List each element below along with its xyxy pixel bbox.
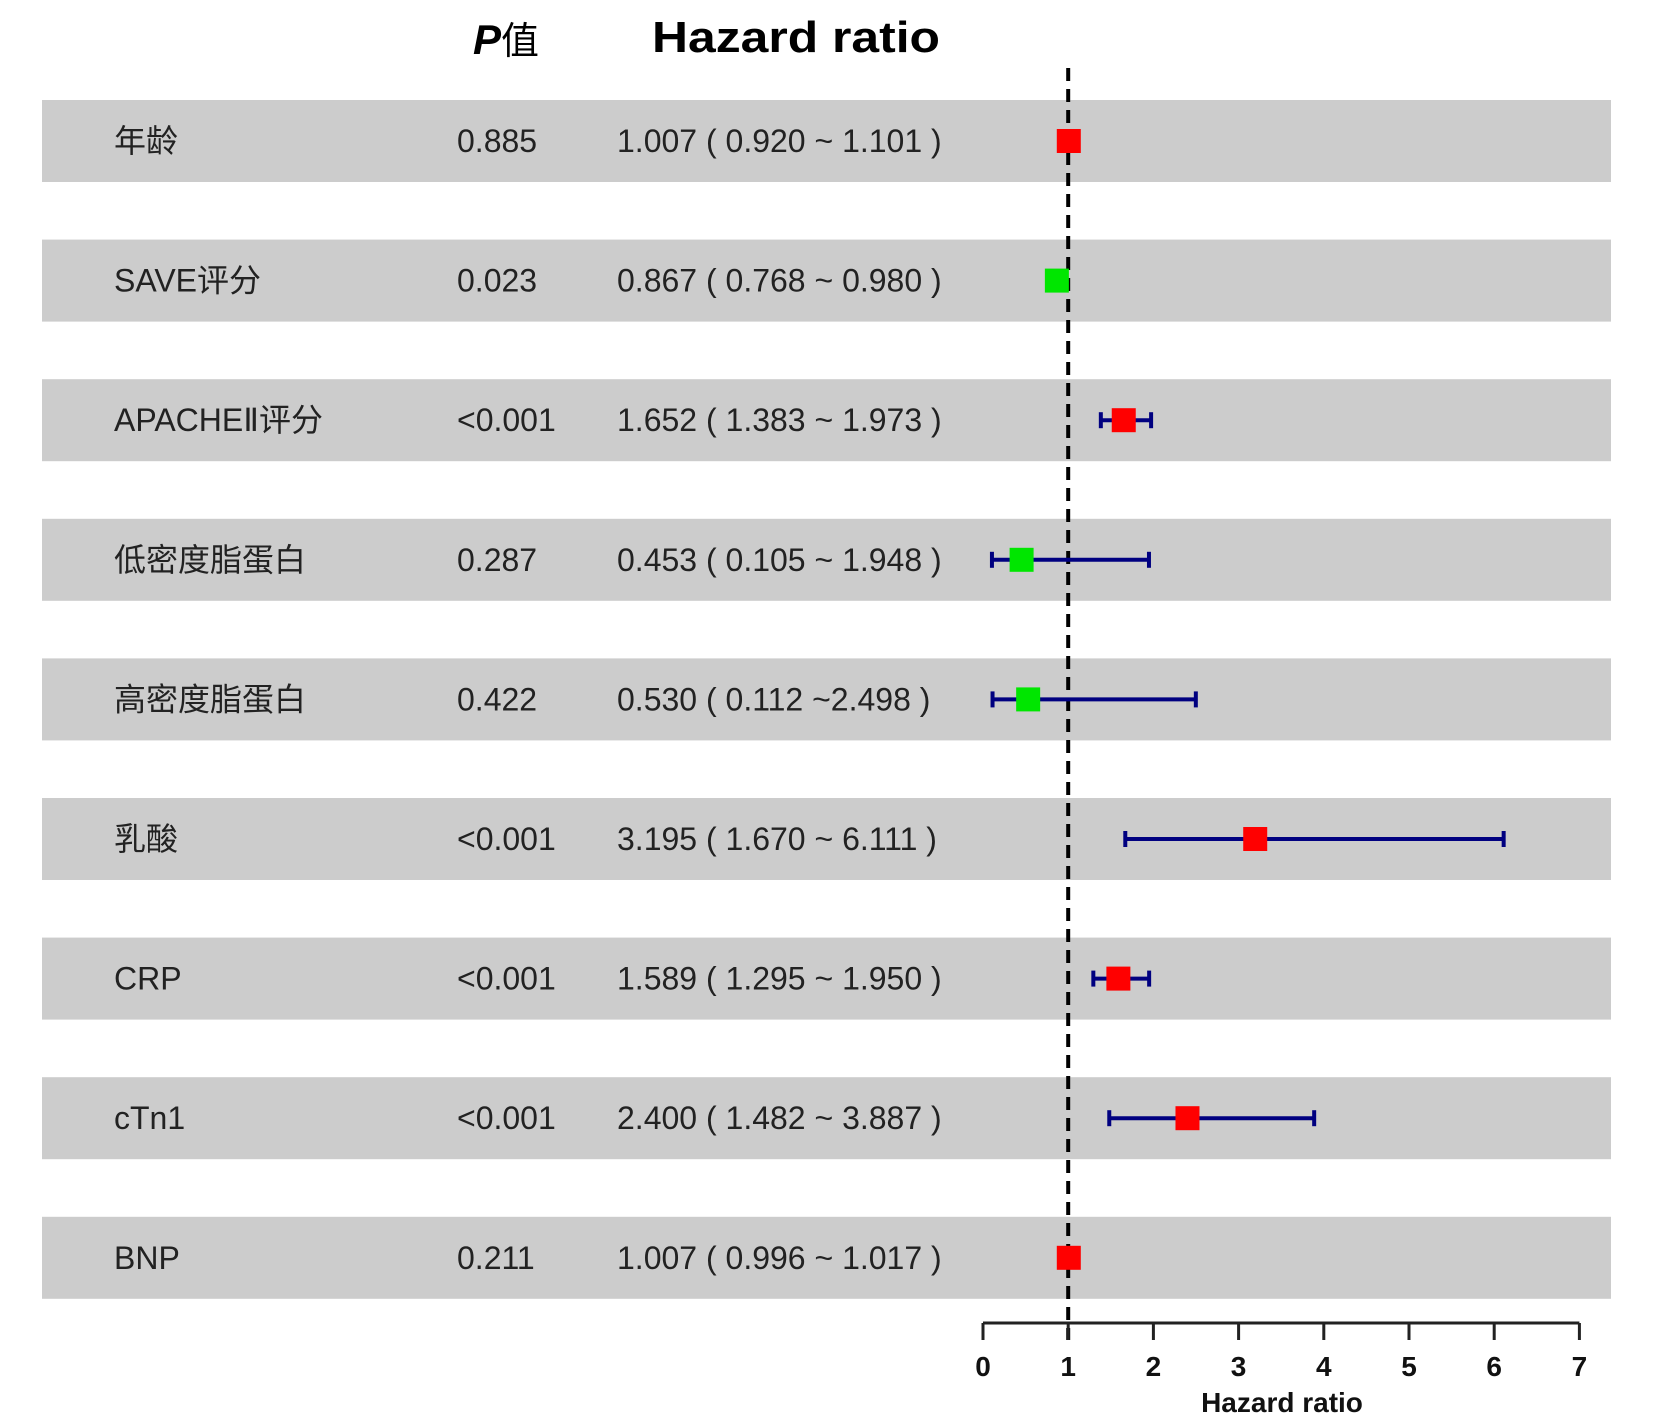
row-p-value: <0.001 (457, 1100, 556, 1136)
row-hr-text: 3.195 ( 1.670 ~ 6.111 ) (617, 821, 937, 857)
x-tick-label: 1 (1060, 1351, 1076, 1382)
row-p-value: 0.287 (457, 542, 537, 578)
hr-point (1111, 408, 1136, 433)
row-p-value: <0.001 (457, 402, 556, 438)
row-label: 高密度脂蛋白 (114, 681, 306, 717)
x-tick-label: 0 (975, 1351, 991, 1382)
x-tick-label: 6 (1486, 1351, 1502, 1382)
hr-point (1016, 687, 1041, 712)
row-p-value: 0.885 (457, 123, 537, 159)
hr-point (1243, 827, 1268, 851)
row-label: 低密度脂蛋白 (114, 542, 306, 578)
row-label: BNP (114, 1240, 180, 1276)
hr-point (1056, 129, 1081, 153)
row-hr-text: 1.007 ( 0.996 ~ 1.017 ) (617, 1240, 942, 1276)
x-tick-label: 3 (1231, 1351, 1247, 1382)
row-hr-text: 0.867 ( 0.768 ~ 0.980 ) (617, 263, 942, 299)
row-band (42, 1077, 1611, 1160)
row-hr-text: 1.589 ( 1.295 ~ 1.950 ) (617, 961, 942, 997)
p-value-header: P值 (473, 16, 539, 63)
x-tick-label: 7 (1572, 1351, 1588, 1382)
hr-point (1044, 268, 1069, 293)
hr-point (1056, 1245, 1081, 1270)
row-label: APACHEⅡ评分 (114, 402, 323, 438)
hr-point (1009, 547, 1034, 572)
row-hr-text: 1.007 ( 0.920 ~ 1.101 ) (617, 123, 942, 159)
row-label: 年龄 (114, 123, 178, 159)
hazard-ratio-header: Hazard ratio (652, 13, 940, 62)
row-texts: 年龄 0.885 1.007 ( 0.920 ~ 1.101 ) SAVE评分 0.02… (114, 123, 942, 1276)
p-value-header-italic: P (473, 16, 502, 63)
row-label: cTn1 (114, 1100, 185, 1136)
row-p-value: 0.422 (457, 681, 537, 717)
row-p-value: <0.001 (457, 821, 556, 857)
row-hr-text: 0.530 ( 0.112 ~2.498 ) (617, 681, 930, 717)
x-axis-title: Hazard ratio (1201, 1387, 1363, 1418)
hr-point (1175, 1106, 1200, 1131)
ci-marks (989, 129, 1506, 1270)
row-p-value: 0.023 (457, 263, 537, 299)
x-tick-label: 5 (1401, 1351, 1417, 1382)
column-headers: P值 Hazard ratio (473, 13, 940, 63)
x-axis: 0 1 2 3 4 5 6 7 (975, 1321, 1588, 1382)
row-label: 乳酸 (114, 821, 178, 857)
row-hr-text: 0.453 ( 0.105 ~ 1.948 ) (617, 542, 942, 578)
row-band (42, 1216, 1611, 1299)
row-band (42, 518, 1611, 601)
row-band (42, 100, 1611, 182)
row-band (42, 937, 1611, 1020)
row-p-value: <0.001 (457, 961, 556, 997)
hr-point (1106, 966, 1131, 991)
x-tick-label: 4 (1316, 1351, 1332, 1382)
row-hr-text: 2.400 ( 1.482 ~ 3.887 ) (617, 1100, 942, 1136)
row-hr-text: 1.652 ( 1.383 ~ 1.973 ) (617, 402, 942, 438)
row-label: CRP (114, 961, 182, 997)
row-label: SAVE评分 (114, 263, 261, 299)
row-band (42, 239, 1611, 322)
x-tick-label: 2 (1146, 1351, 1162, 1382)
row-band (42, 379, 1611, 462)
row-p-value: 0.211 (457, 1240, 535, 1276)
p-value-header-suffix: 值 (501, 21, 539, 63)
row-band (42, 658, 1611, 741)
